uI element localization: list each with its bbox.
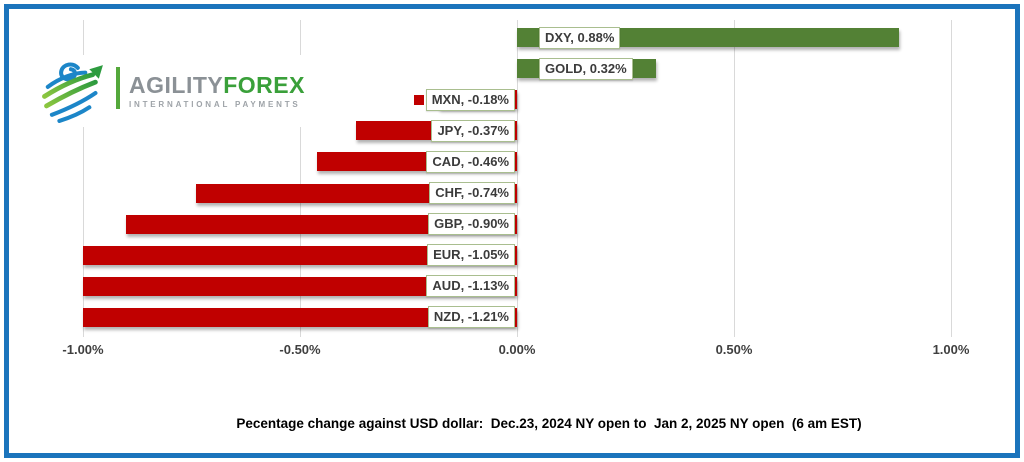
data-label-text: DXY, 0.88%	[539, 27, 621, 49]
data-label-mxn: MXN, -0.18%	[413, 88, 515, 112]
logo-wordmark-forex: FOREX	[223, 72, 305, 98]
x-axis-tick-label: 0.50%	[715, 342, 753, 357]
data-label-text: AUD, -1.13%	[426, 275, 515, 297]
data-label-text: EUR, -1.05%	[427, 244, 515, 266]
bar-nzd	[83, 308, 517, 327]
legend-key-jpy	[419, 126, 430, 136]
legend-key-chf	[417, 188, 428, 198]
bar-eur	[83, 246, 517, 265]
legend-key-dxy	[527, 33, 537, 43]
x-axis-tick-label: 1.00%	[932, 342, 970, 357]
data-label-dxy: DXY, 0.88%	[527, 26, 621, 50]
data-label-nzd: NZD, -1.21%	[415, 305, 515, 329]
gridline--1.00%	[83, 20, 84, 337]
legend-key-gbp	[416, 219, 427, 229]
legend-key-eur	[415, 250, 426, 260]
data-label-text: CHF, -0.74%	[429, 182, 515, 204]
chart-caption: Pecentage change against USD dollar: Dec…	[236, 416, 862, 431]
data-label-text: MXN, -0.18%	[425, 89, 515, 111]
legend-key-gold	[527, 64, 537, 74]
legend-key-aud	[414, 281, 425, 291]
data-label-text: GBP, -0.90%	[428, 213, 515, 235]
legend-key-mxn	[413, 95, 424, 105]
legend-key-nzd	[415, 312, 426, 322]
logo-text: AGILITYFOREX INTERNATIONAL PAYMENTS	[129, 73, 305, 109]
x-axis-tick-label: 0.00%	[498, 342, 536, 357]
data-label-eur: EUR, -1.05%	[415, 243, 515, 267]
data-label-chf: CHF, -0.74%	[417, 181, 515, 205]
logo-wordmark-agility: AGILITY	[129, 72, 224, 98]
logo-tagline: INTERNATIONAL PAYMENTS	[129, 100, 301, 109]
data-label-jpy: JPY, -0.37%	[419, 119, 515, 143]
legend-key-cad	[414, 157, 425, 167]
gridline-1.00%	[951, 20, 952, 337]
data-label-aud: AUD, -1.13%	[414, 274, 515, 298]
data-label-cad: CAD, -0.46%	[414, 150, 515, 174]
gridline--0.50%	[300, 20, 301, 337]
x-axis-tick-label: -0.50%	[279, 342, 321, 357]
agilityforex-globe-icon	[42, 62, 103, 123]
data-label-gbp: GBP, -0.90%	[416, 212, 515, 236]
agilityforex-logo: AGILITYFOREX INTERNATIONAL PAYMENTS	[28, 55, 313, 127]
bar-aud	[83, 277, 517, 296]
data-label-gold: GOLD, 0.32%	[527, 57, 633, 81]
data-label-text: NZD, -1.21%	[427, 306, 515, 328]
gridline-0.50%	[734, 20, 735, 337]
logo-divider	[116, 67, 120, 109]
logo-wordmark: AGILITYFOREX	[129, 73, 305, 97]
data-label-text: GOLD, 0.32%	[539, 58, 633, 80]
gridline-0.00%	[517, 20, 518, 337]
data-label-text: CAD, -0.46%	[426, 151, 515, 173]
data-label-text: JPY, -0.37%	[431, 120, 515, 142]
x-axis-tick-label: -1.00%	[62, 342, 104, 357]
